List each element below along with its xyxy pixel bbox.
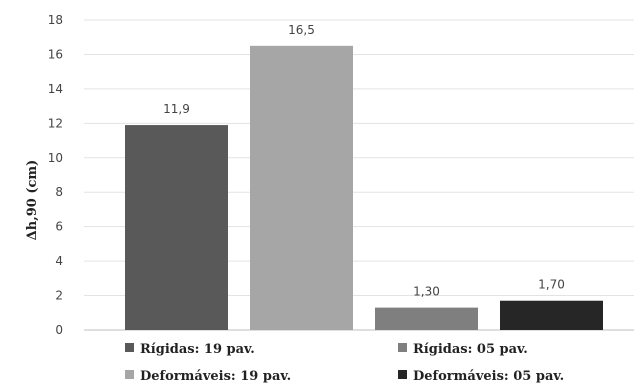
legend-label: Deformáveis: 05 pav.	[413, 369, 564, 384]
data-labels: 11,9 16,5 1,30 1,70	[163, 23, 565, 299]
bar	[375, 307, 478, 330]
y-tick-label: 18	[48, 13, 63, 27]
legend-label: Deformáveis: 19 pav.	[140, 369, 291, 384]
data-label: 16,5	[288, 23, 315, 37]
y-tick-label: 14	[48, 82, 63, 96]
y-axis-ticks: 0 2 4 6 8 10 12 14 16 18	[48, 13, 63, 337]
y-tick-label: 2	[55, 289, 63, 303]
data-label: 1,70	[538, 278, 565, 292]
legend-swatch	[125, 343, 134, 352]
data-label: 11,9	[163, 102, 190, 116]
legend-label: Rígidas: 19 pav.	[140, 342, 255, 357]
legend-label: Rígidas: 05 pav.	[413, 342, 528, 357]
y-axis-label: Δh,90 (cm)	[25, 160, 40, 241]
bars	[125, 45, 603, 330]
y-tick-label: 0	[55, 323, 63, 337]
legend-swatch	[125, 370, 134, 379]
y-tick-label: 6	[55, 220, 63, 234]
bar	[500, 300, 603, 330]
y-tick-label: 12	[48, 116, 63, 130]
legend-swatch	[398, 343, 407, 352]
y-tick-label: 16	[48, 47, 63, 61]
y-tick-label: 4	[55, 254, 63, 268]
bar	[250, 45, 353, 330]
legend: Rígidas: 19 pav. Rígidas: 05 pav. Deformáv…	[125, 342, 564, 384]
legend-swatch	[398, 370, 407, 379]
data-label: 1,30	[413, 285, 440, 299]
y-tick-label: 8	[55, 185, 63, 199]
y-tick-label: 10	[48, 151, 63, 165]
bar	[125, 125, 228, 330]
